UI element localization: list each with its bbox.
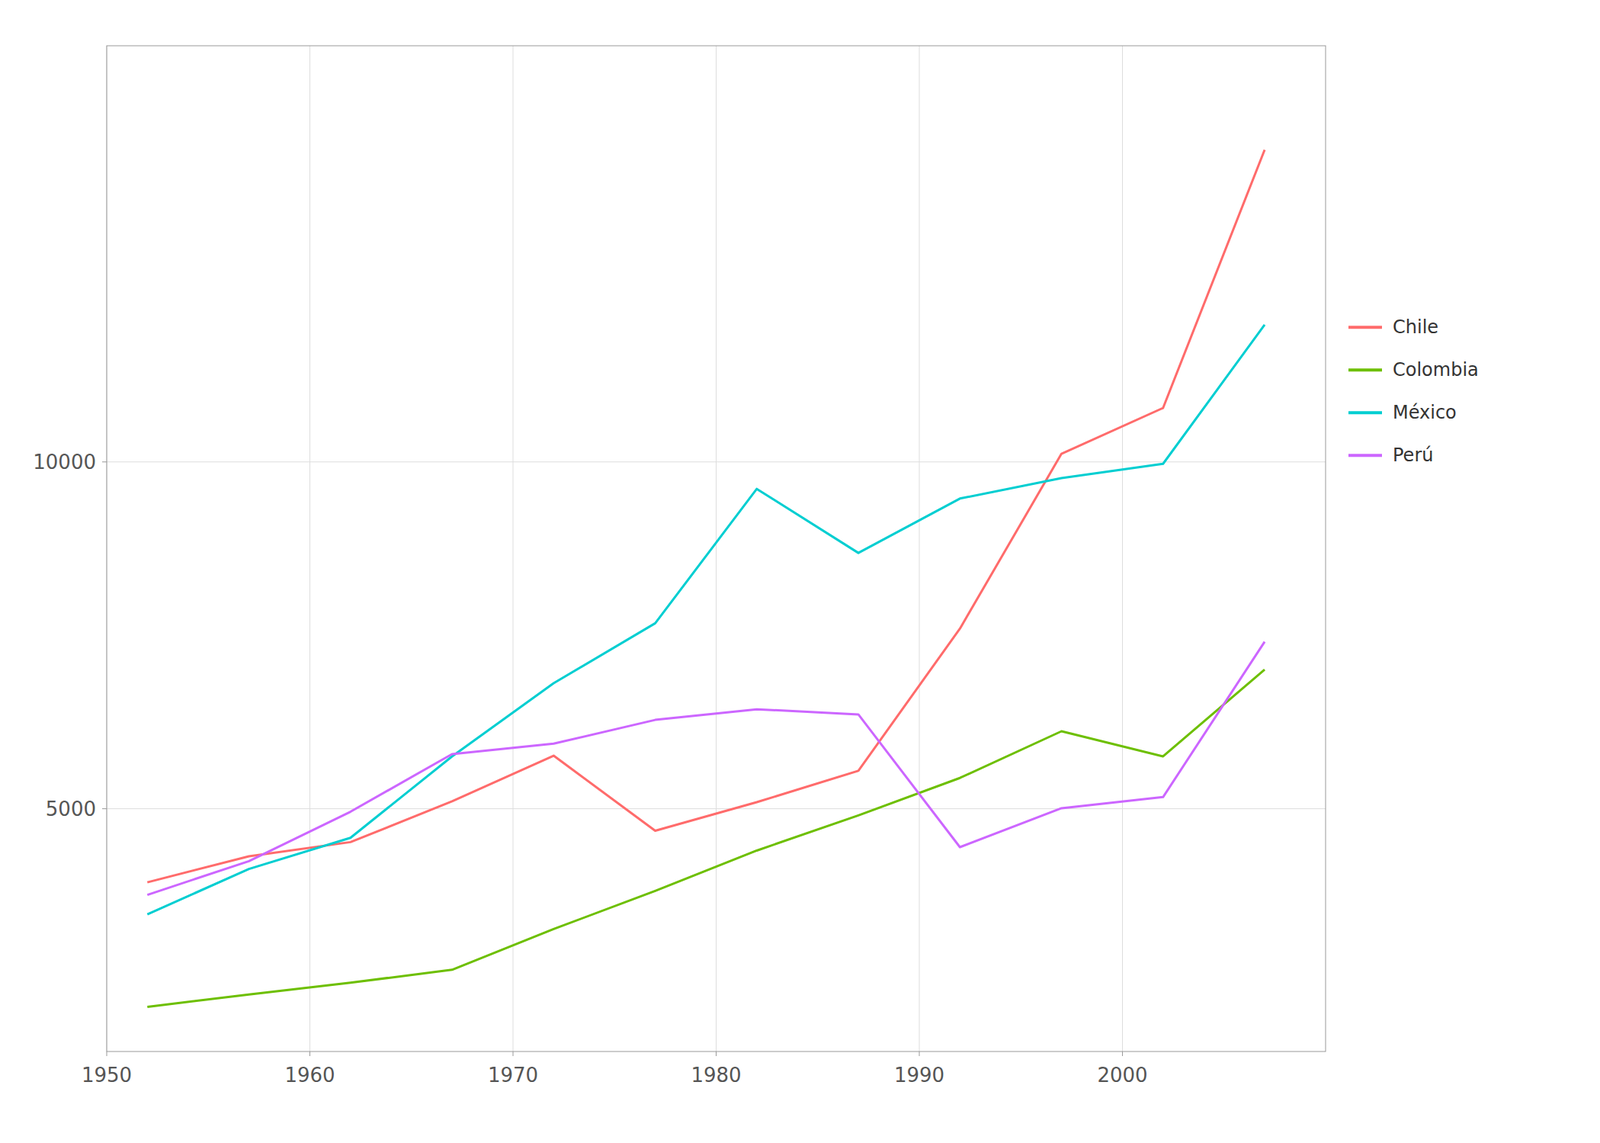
y-grid-line <box>106 461 1326 462</box>
y-tick <box>102 461 107 462</box>
chart: 1950 1960 1970 1980 1990 2000 5000 10000 Chile Co… <box>0 0 1600 1143</box>
x-grid-line <box>513 45 514 1052</box>
x-tick <box>513 1051 514 1056</box>
x-tick-label: 2000 <box>1096 1063 1148 1087</box>
x-tick <box>919 1051 921 1056</box>
y-tick-label: 10000 <box>32 450 97 474</box>
y-tick-label: 5000 <box>45 797 97 821</box>
plot-frame <box>106 45 1326 1052</box>
legend-label: México <box>1392 401 1457 424</box>
x-tick-label: 1950 <box>81 1063 132 1087</box>
series-line <box>147 324 1265 914</box>
legend-swatch <box>1348 453 1382 457</box>
x-tick <box>106 1051 108 1056</box>
x-grid-line <box>715 45 717 1052</box>
legend-label: Colombia <box>1392 359 1479 381</box>
x-grid-line <box>919 45 921 1052</box>
x-tick <box>1122 1051 1123 1056</box>
x-grid-line <box>1122 45 1123 1052</box>
x-tick-label: 1990 <box>894 1063 945 1087</box>
x-tick <box>309 1051 311 1056</box>
grid <box>106 45 1326 1052</box>
y-tick <box>102 808 107 809</box>
series-line <box>147 641 1265 895</box>
legend: Chile Colombia México Perú <box>1348 316 1479 466</box>
series-line <box>147 149 1265 882</box>
x-tick <box>715 1051 717 1056</box>
legend-swatch <box>1348 410 1382 414</box>
x-tick-label: 1970 <box>487 1063 539 1087</box>
legend-label: Perú <box>1392 444 1434 466</box>
legend-swatch <box>1348 368 1382 372</box>
x-tick-label: 1980 <box>690 1063 741 1087</box>
lines <box>147 149 1265 1007</box>
x-grid-line <box>309 45 311 1052</box>
legend-label: Chile <box>1392 316 1439 338</box>
series-line <box>147 669 1265 1007</box>
x-tick-label: 1960 <box>284 1063 335 1087</box>
y-grid-line <box>106 808 1326 809</box>
legend-swatch <box>1348 325 1382 329</box>
